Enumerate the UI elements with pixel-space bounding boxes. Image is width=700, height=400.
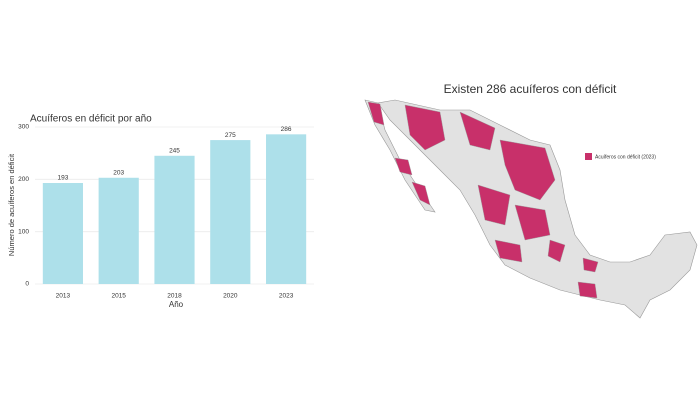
region [394, 157, 413, 176]
map: Existen 286 acuíferos con déficit Acuífe… [364, 82, 698, 319]
y-tick-label: 100 [18, 228, 29, 235]
region [499, 139, 556, 201]
data-label: 203 [113, 169, 124, 176]
y-tick-label: 200 [18, 176, 29, 183]
bar [210, 140, 251, 284]
region [477, 184, 511, 226]
x-tick-label: 2015 [111, 293, 126, 300]
x-tick-label: 2023 [279, 293, 294, 300]
bar [98, 177, 139, 284]
y-axis-label: Número de acuíferos en déficit [7, 153, 16, 256]
data-label: 193 [57, 175, 68, 182]
y-tick-label: 0 [25, 281, 29, 288]
y-tick-label: 300 [18, 124, 29, 131]
bar [266, 134, 307, 284]
region [582, 257, 599, 273]
data-label: 286 [281, 126, 292, 133]
region [367, 101, 385, 126]
data-label: 245 [169, 148, 180, 155]
legend-label: Acuíferos con déficit (2023) [595, 154, 656, 160]
chart-title: Acuíferos en déficit por año [30, 114, 152, 125]
data-label: 275 [225, 132, 236, 139]
legend-swatch [585, 153, 592, 160]
x-axis-label: Año [169, 300, 184, 309]
x-tick-label: 2013 [56, 293, 71, 300]
region [411, 181, 431, 206]
region [577, 281, 598, 299]
deficit-regions [367, 101, 599, 299]
region [404, 104, 446, 151]
map-title: Existen 286 acuíferos con déficit [444, 82, 617, 96]
bar-chart: Acuíferos en déficit por año Año Número … [7, 114, 314, 309]
x-tick-label: 2018 [167, 293, 182, 300]
bar [154, 155, 195, 284]
bar [42, 182, 83, 284]
region [459, 111, 496, 151]
region [494, 239, 523, 263]
region [547, 239, 566, 263]
x-tick-label: 2020 [223, 293, 238, 300]
region [514, 204, 551, 241]
